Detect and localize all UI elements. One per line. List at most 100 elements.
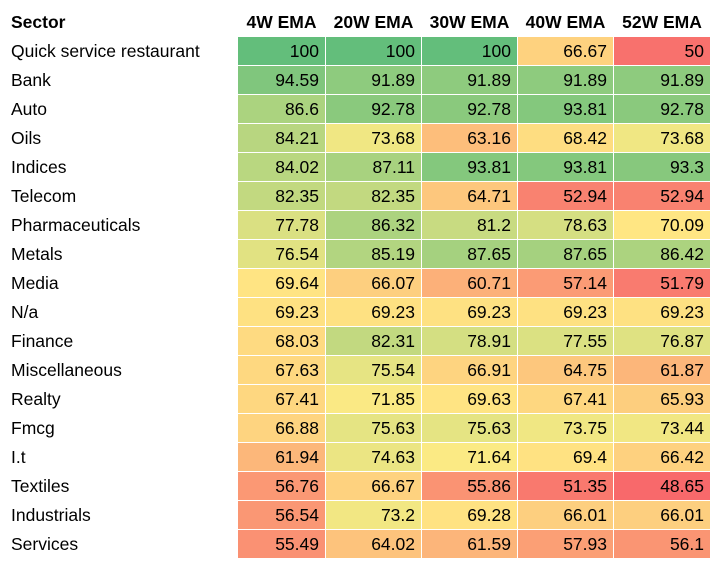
value-cell[interactable]: 66.01 xyxy=(613,500,711,530)
value-cell[interactable]: 69.23 xyxy=(421,297,518,327)
value-cell[interactable]: 91.89 xyxy=(421,65,518,95)
value-cell[interactable]: 75.54 xyxy=(325,355,422,385)
value-cell[interactable]: 48.65 xyxy=(613,471,711,501)
value-cell[interactable]: 60.71 xyxy=(421,268,518,298)
value-cell[interactable]: 85.19 xyxy=(325,239,422,269)
sector-cell[interactable]: Oils xyxy=(8,123,238,153)
value-cell[interactable]: 50 xyxy=(613,36,711,66)
value-cell[interactable]: 92.78 xyxy=(325,94,422,124)
value-cell[interactable]: 71.64 xyxy=(421,442,518,472)
value-cell[interactable]: 57.14 xyxy=(517,268,614,298)
value-cell[interactable]: 69.23 xyxy=(325,297,422,327)
sector-cell[interactable]: Industrials xyxy=(8,500,238,530)
value-cell[interactable]: 91.89 xyxy=(613,65,711,95)
value-cell[interactable]: 84.21 xyxy=(237,123,326,153)
value-cell[interactable]: 66.07 xyxy=(325,268,422,298)
sector-cell[interactable]: Telecom xyxy=(8,181,238,211)
value-cell[interactable]: 86.32 xyxy=(325,210,422,240)
value-cell[interactable]: 76.87 xyxy=(613,326,711,356)
value-cell[interactable]: 55.49 xyxy=(237,529,326,559)
value-cell[interactable]: 86.6 xyxy=(237,94,326,124)
value-cell[interactable]: 93.3 xyxy=(613,152,711,182)
value-cell[interactable]: 73.75 xyxy=(517,413,614,443)
sector-cell[interactable]: Quick service restaurant xyxy=(8,36,238,66)
value-cell[interactable]: 93.81 xyxy=(517,152,614,182)
value-cell[interactable]: 73.44 xyxy=(613,413,711,443)
value-cell[interactable]: 52.94 xyxy=(613,181,711,211)
value-cell[interactable]: 68.42 xyxy=(517,123,614,153)
value-cell[interactable]: 84.02 xyxy=(237,152,326,182)
value-cell[interactable]: 77.55 xyxy=(517,326,614,356)
value-cell[interactable]: 66.91 xyxy=(421,355,518,385)
value-cell[interactable]: 78.63 xyxy=(517,210,614,240)
value-cell[interactable]: 87.65 xyxy=(517,239,614,269)
value-cell[interactable]: 69.23 xyxy=(517,297,614,327)
value-cell[interactable]: 61.59 xyxy=(421,529,518,559)
value-cell[interactable]: 56.54 xyxy=(237,500,326,530)
value-cell[interactable]: 70.09 xyxy=(613,210,711,240)
value-cell[interactable]: 69.63 xyxy=(421,384,518,414)
value-cell[interactable]: 91.89 xyxy=(325,65,422,95)
value-cell[interactable]: 94.59 xyxy=(237,65,326,95)
value-cell[interactable]: 93.81 xyxy=(421,152,518,182)
sector-cell[interactable]: Fmcg xyxy=(8,413,238,443)
value-cell[interactable]: 92.78 xyxy=(421,94,518,124)
value-cell[interactable]: 77.78 xyxy=(237,210,326,240)
value-cell[interactable]: 76.54 xyxy=(237,239,326,269)
value-cell[interactable]: 82.35 xyxy=(237,181,326,211)
sector-cell[interactable]: Auto xyxy=(8,94,238,124)
value-cell[interactable]: 66.01 xyxy=(517,500,614,530)
sector-cell[interactable]: Realty xyxy=(8,384,238,414)
value-cell[interactable]: 75.63 xyxy=(421,413,518,443)
value-cell[interactable]: 69.23 xyxy=(237,297,326,327)
value-cell[interactable]: 100 xyxy=(237,36,326,66)
value-cell[interactable]: 64.02 xyxy=(325,529,422,559)
value-cell[interactable]: 56.1 xyxy=(613,529,711,559)
sector-cell[interactable]: Textiles xyxy=(8,471,238,501)
sector-cell[interactable]: N/a xyxy=(8,297,238,327)
value-cell[interactable]: 67.41 xyxy=(517,384,614,414)
value-cell[interactable]: 87.11 xyxy=(325,152,422,182)
value-cell[interactable]: 66.67 xyxy=(517,36,614,66)
value-cell[interactable]: 68.03 xyxy=(237,326,326,356)
value-cell[interactable]: 56.76 xyxy=(237,471,326,501)
value-cell[interactable]: 51.79 xyxy=(613,268,711,298)
value-cell[interactable]: 100 xyxy=(421,36,518,66)
sector-cell[interactable]: Media xyxy=(8,268,238,298)
value-cell[interactable]: 92.78 xyxy=(613,94,711,124)
header-4w-ema[interactable]: 4W EMA xyxy=(237,7,326,37)
value-cell[interactable]: 78.91 xyxy=(421,326,518,356)
value-cell[interactable]: 66.88 xyxy=(237,413,326,443)
value-cell[interactable]: 100 xyxy=(325,36,422,66)
value-cell[interactable]: 82.31 xyxy=(325,326,422,356)
value-cell[interactable]: 61.94 xyxy=(237,442,326,472)
sector-cell[interactable]: Metals xyxy=(8,239,238,269)
value-cell[interactable]: 51.35 xyxy=(517,471,614,501)
sector-cell[interactable]: Miscellaneous xyxy=(8,355,238,385)
value-cell[interactable]: 69.28 xyxy=(421,500,518,530)
header-52w-ema[interactable]: 52W EMA xyxy=(613,7,711,37)
value-cell[interactable]: 74.63 xyxy=(325,442,422,472)
sector-cell[interactable]: Services xyxy=(8,529,238,559)
value-cell[interactable]: 93.81 xyxy=(517,94,614,124)
value-cell[interactable]: 64.71 xyxy=(421,181,518,211)
value-cell[interactable]: 67.41 xyxy=(237,384,326,414)
value-cell[interactable]: 73.68 xyxy=(613,123,711,153)
value-cell[interactable]: 87.65 xyxy=(421,239,518,269)
value-cell[interactable]: 52.94 xyxy=(517,181,614,211)
value-cell[interactable]: 73.2 xyxy=(325,500,422,530)
value-cell[interactable]: 75.63 xyxy=(325,413,422,443)
value-cell[interactable]: 66.67 xyxy=(325,471,422,501)
value-cell[interactable]: 91.89 xyxy=(517,65,614,95)
value-cell[interactable]: 69.23 xyxy=(613,297,711,327)
value-cell[interactable]: 61.87 xyxy=(613,355,711,385)
sector-cell[interactable]: I.t xyxy=(8,442,238,472)
header-30w-ema[interactable]: 30W EMA xyxy=(421,7,518,37)
sector-cell[interactable]: Finance xyxy=(8,326,238,356)
value-cell[interactable]: 81.2 xyxy=(421,210,518,240)
header-20w-ema[interactable]: 20W EMA xyxy=(325,7,422,37)
header-sector[interactable]: Sector xyxy=(8,7,238,37)
sector-cell[interactable]: Indices xyxy=(8,152,238,182)
value-cell[interactable]: 82.35 xyxy=(325,181,422,211)
value-cell[interactable]: 55.86 xyxy=(421,471,518,501)
